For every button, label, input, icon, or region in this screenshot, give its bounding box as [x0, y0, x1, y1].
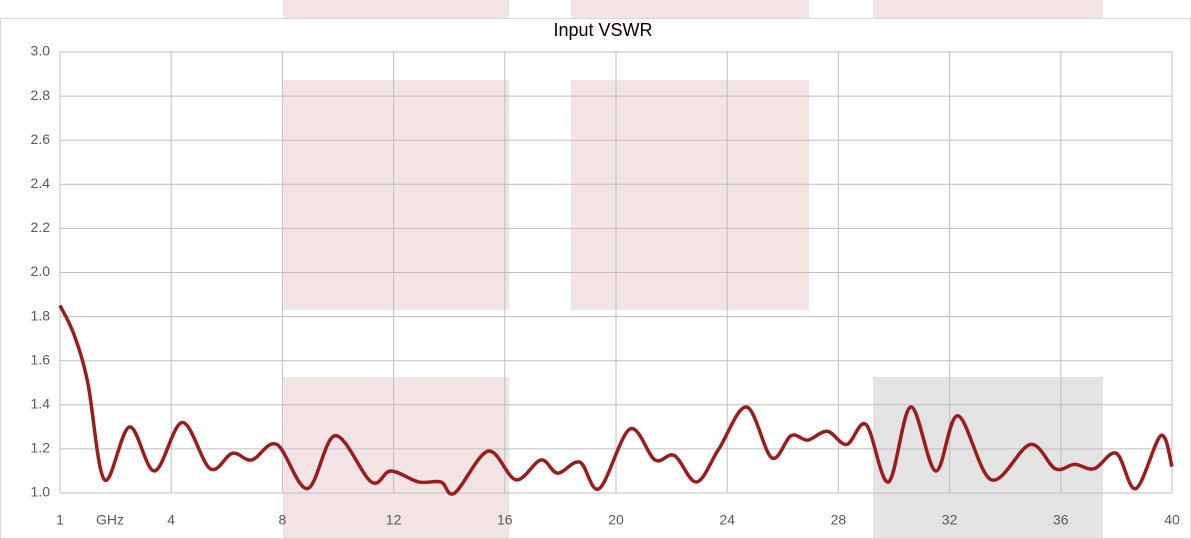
x-tick-label: 20 — [608, 512, 624, 528]
band — [571, 80, 809, 310]
band-top — [283, 0, 509, 18]
x-tick-label: 1 — [56, 512, 64, 528]
data-line — [58, 304, 1174, 496]
x-tick-label: 40 — [1164, 512, 1180, 528]
y-tick-label: 1.8 — [31, 307, 51, 323]
x-tick-label: 8 — [279, 512, 287, 528]
y-tick-label: 2.4 — [31, 175, 51, 191]
band — [873, 377, 1103, 538]
x-tick-label: 24 — [719, 512, 735, 528]
band-top — [873, 0, 1103, 18]
y-tick-label: 1.6 — [31, 351, 51, 367]
y-tick-label: 1.2 — [31, 440, 51, 456]
band — [283, 80, 509, 310]
x-tick-label: 16 — [497, 512, 513, 528]
x-tick-label: 4 — [167, 512, 175, 528]
x-tick-label: 12 — [386, 512, 402, 528]
y-tick-label: 1.0 — [31, 484, 51, 500]
x-tick-label: 36 — [1053, 512, 1069, 528]
band — [283, 377, 509, 538]
x-tick-label: 32 — [942, 512, 958, 528]
y-tick-label: 2.0 — [31, 263, 51, 279]
y-tick-label: 2.2 — [31, 219, 51, 235]
y-tick-label: 3.0 — [31, 43, 51, 59]
y-tick-label: 2.6 — [31, 131, 51, 147]
y-tick-label: 2.8 — [31, 87, 51, 103]
y-tick-label: 1.4 — [31, 396, 51, 412]
band-top — [571, 0, 809, 18]
x-unit-label: GHz — [96, 512, 124, 528]
x-tick-label: 28 — [831, 512, 847, 528]
chart-title: Input VSWR — [553, 20, 652, 40]
